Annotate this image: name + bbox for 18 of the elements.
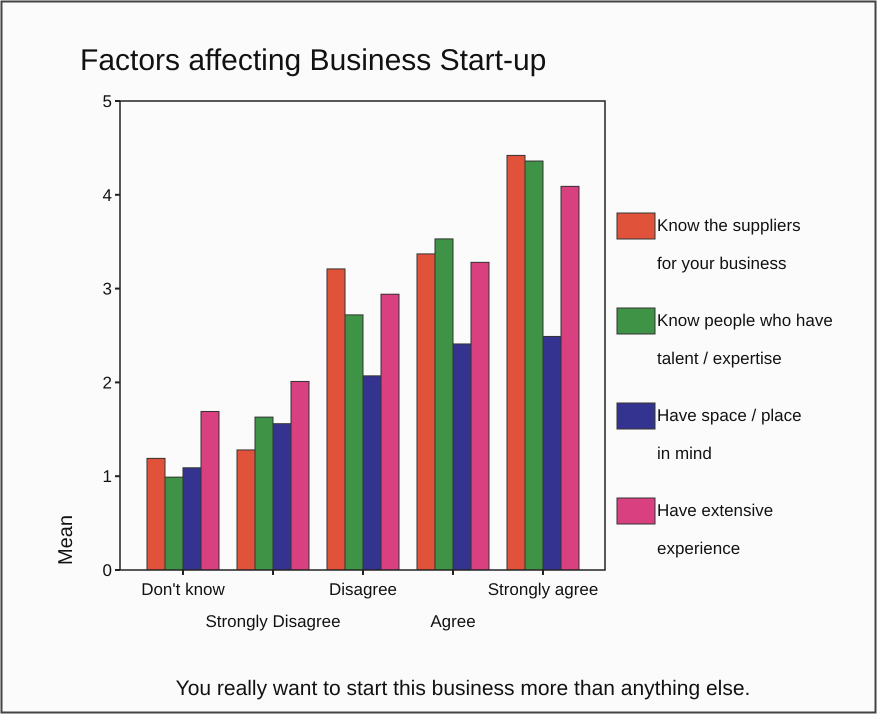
legend-label: Have space / place in mind xyxy=(657,406,802,463)
y-tick-label: 2 xyxy=(102,373,112,392)
legend-label: Know people who have talent / expertise xyxy=(657,311,833,368)
x-tick-label: Agree xyxy=(430,612,476,631)
y-tick-label: 5 xyxy=(102,92,112,111)
x-tick-label: Strongly Disagree xyxy=(205,612,341,631)
y-tick-label: 4 xyxy=(102,186,112,205)
legend-label: Know the suppliers for your business xyxy=(657,216,801,273)
y-axis-title: Mean xyxy=(55,514,77,565)
x-tick-label: Don't know xyxy=(141,580,226,599)
x-tick-label: Strongly agree xyxy=(488,580,598,599)
x-tick-label: Disagree xyxy=(328,580,398,599)
chart-title: Factors affecting Business Start-up xyxy=(80,44,546,77)
legend-label: Have extensive experience xyxy=(657,501,774,558)
x-axis-title: You really want to start this business more than anything else. xyxy=(176,677,750,700)
y-tick-label: 3 xyxy=(102,280,112,299)
y-tick-label: 0 xyxy=(102,561,112,580)
y-tick-label: 1 xyxy=(102,467,112,486)
